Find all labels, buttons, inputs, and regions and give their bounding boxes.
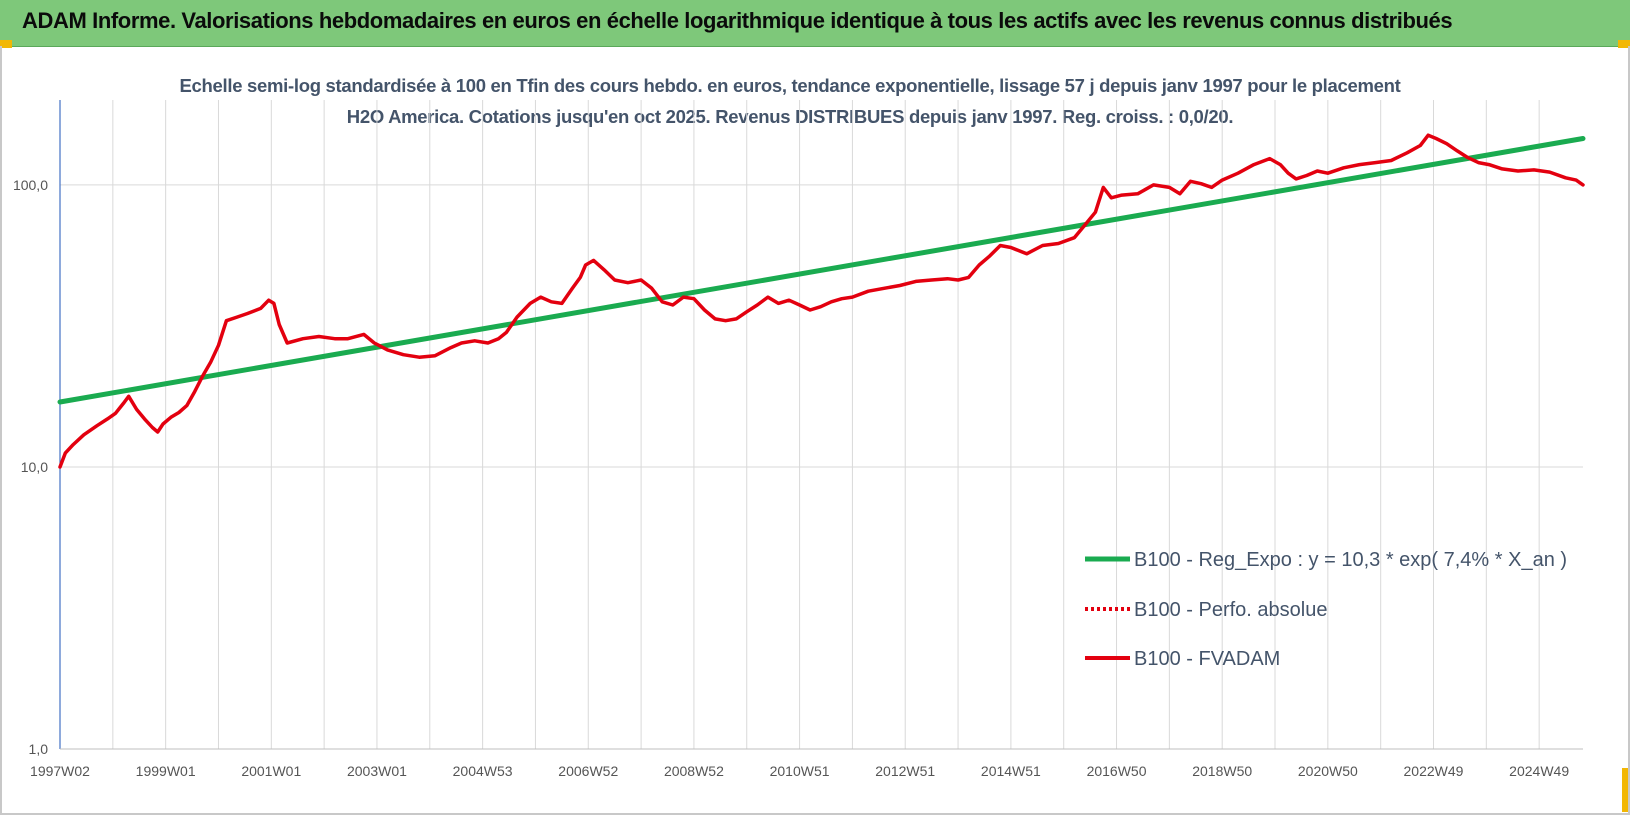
x-tick-label: 2022W49 [1404,763,1464,779]
x-tick-label: 2020W50 [1298,763,1358,779]
x-tick-label: 2001W01 [241,763,301,779]
x-tick-label: 2018W50 [1192,763,1252,779]
x-tick-label: 2016W50 [1087,763,1147,779]
y-tick-label: 10,0 [21,459,48,475]
chart-legend: B100 - Reg_Expo : y = 10,3 * exp( 7,4% *… [1085,549,1567,670]
grid-layer [59,100,1583,750]
frame-bottom [0,813,1630,815]
legend-label: B100 - FVADAM [1134,648,1280,670]
title-banner: ADAM Informe. Valorisations hebdomadaire… [0,0,1630,47]
corner-mark-right [1618,40,1630,48]
x-tick-label: 2014W51 [981,763,1041,779]
x-tick-label: 2012W51 [875,763,935,779]
x-tick-label: 2006W52 [558,763,618,779]
series-layer [57,133,1586,469]
series-line-fvadam [58,133,1585,469]
frame-left [0,46,2,815]
frame-right [1628,46,1630,815]
tick-layer: 1,0 10,0 100,0 1997W02 1999W01 2001W01 2003W01… [13,177,1569,779]
banner-title: ADAM Informe. Valorisations hebdomadaire… [22,8,1453,33]
x-tick-label: 1997W02 [30,763,90,779]
chart-title: Echelle semi-log standardisée à 100 en T… [179,75,1401,127]
corner-mark-bottom-right [1622,768,1628,812]
legend-label: B100 - Perfo. absolue [1134,599,1327,621]
legend-label: B100 - Reg_Expo : y = 10,3 * exp( 7,4% *… [1134,549,1567,571]
x-tick-label: 2008W52 [664,763,724,779]
series-line-regression [57,136,1586,405]
x-tick-label: 1999W01 [136,763,196,779]
corner-mark-left [0,40,12,48]
x-tick-label: 2003W01 [347,763,407,779]
x-tick-label: 2004W53 [453,763,513,779]
y-tick-label: 1,0 [29,741,49,757]
x-tick-label: 2010W51 [770,763,830,779]
axis-layer [59,100,1583,750]
x-tick-label: 2024W49 [1509,763,1569,779]
y-tick-label: 100,0 [13,177,48,193]
